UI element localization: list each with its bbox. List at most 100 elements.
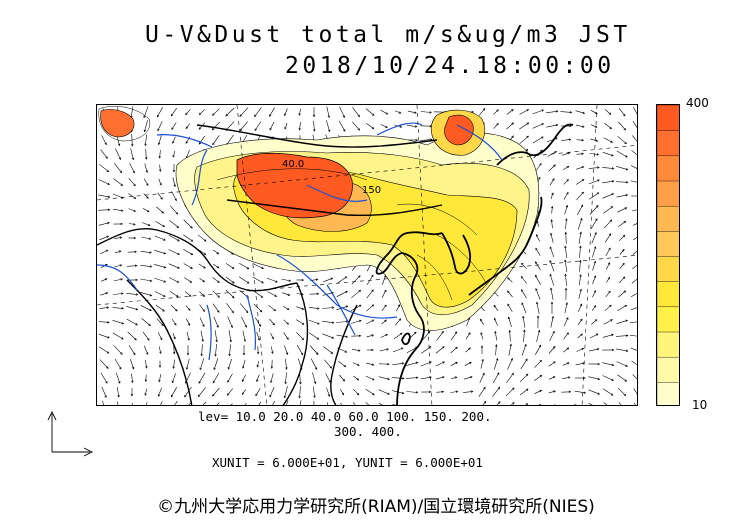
wind-vector-head [213, 367, 216, 371]
colorbar-swatch [657, 180, 679, 207]
chart-datetime: 2018/10/24.18:00:00 [285, 53, 615, 79]
wind-vector [576, 166, 584, 170]
wind-vector-head [329, 366, 333, 369]
wind-vector-head [163, 238, 166, 241]
copyright-credit: ©九州大学応用力学研究所(RIAM)/国立環境研究所(NIES) [157, 497, 595, 517]
wind-vector [239, 262, 249, 270]
wind-vector [536, 330, 540, 342]
wind-vector-head [341, 392, 345, 396]
wind-vector-head [185, 367, 189, 370]
wind-vector-head [244, 325, 247, 328]
wind-vector [226, 303, 234, 313]
wind-vector [112, 320, 124, 324]
wind-vector-head [158, 156, 161, 159]
contour-levels-line1: lev= 10.0 20.0 40.0 60.0 100. 150. 200. [198, 409, 492, 424]
wind-vector-head [163, 294, 166, 297]
wind-vector [241, 389, 247, 395]
wind-vector [351, 275, 361, 285]
wind-vector [99, 164, 109, 172]
wind-vector [633, 388, 637, 394]
colorbar [656, 104, 680, 406]
wind-vector-head [441, 330, 444, 334]
wind-vector-head [399, 332, 403, 336]
wind-vector [299, 400, 302, 405]
wind-vector [564, 302, 568, 314]
wind-vector [98, 194, 110, 198]
wind-vector-head [525, 358, 528, 362]
wind-vector [188, 401, 193, 405]
wind-vector-head [298, 113, 301, 116]
wind-vector-head [202, 309, 205, 312]
wind-vector [172, 373, 176, 383]
wind-vector-head [512, 402, 515, 405]
wind-vector-head [145, 170, 148, 174]
wind-vector-head [535, 301, 539, 305]
wind-vector [563, 317, 569, 327]
wind-vector-head [227, 380, 230, 383]
wind-vector-head [230, 325, 233, 329]
wind-vector-head [611, 378, 614, 381]
wind-vector-head [121, 322, 125, 325]
wind-vector [229, 344, 231, 356]
taiwan [401, 332, 411, 346]
wind-vector [605, 247, 611, 257]
wind-vector-head [160, 197, 163, 200]
wind-vector [112, 332, 124, 340]
wind-vector [299, 108, 301, 116]
wind-vector [157, 192, 163, 200]
wind-vector [239, 303, 249, 313]
colorbar-swatch [657, 155, 679, 182]
wind-vector [154, 277, 166, 283]
wind-vector-head [239, 128, 243, 132]
wind-vector [227, 388, 233, 396]
wind-vector [212, 303, 220, 313]
wind-vector [100, 149, 108, 159]
wind-vector-head [414, 125, 418, 128]
wind-vector-head [119, 170, 123, 174]
wind-vector-head [327, 129, 331, 133]
wind-vector-head [105, 249, 109, 252]
wind-vector-head [636, 222, 637, 223]
wind-vector [604, 219, 612, 229]
wind-vector [564, 260, 568, 272]
wind-vector-head [217, 280, 220, 283]
wind-vector-head [610, 319, 613, 322]
contour-levels-line2: 300. 400. [334, 424, 402, 439]
wind-vector [592, 275, 596, 285]
wind-vector-head [258, 324, 262, 327]
wind-vector [169, 220, 179, 228]
wind-vector [549, 260, 555, 272]
wind-vector [269, 107, 275, 117]
wind-vector-head [343, 129, 346, 132]
wind-vector [589, 153, 599, 155]
wind-vector-head [470, 390, 474, 393]
wind-vector [113, 178, 123, 186]
wind-vector-head [622, 249, 625, 252]
wind-vector-head [623, 128, 627, 131]
wind-vector-head [261, 281, 264, 284]
wind-vector [618, 221, 626, 227]
wind-vector [156, 206, 164, 214]
wind-vector-head [597, 377, 601, 381]
wind-vector-head [372, 392, 375, 396]
wind-vector [392, 377, 404, 379]
wind-vector-head [104, 278, 108, 281]
wind-vector-head [415, 361, 419, 365]
wind-vector-head [147, 338, 150, 341]
wind-vector [216, 402, 220, 405]
wind-vector-head [610, 140, 613, 143]
wind-vector [154, 291, 166, 297]
wind-vector [113, 208, 123, 212]
wind-vector [406, 404, 409, 405]
wind-vector-head [269, 394, 272, 398]
wind-vector-head [327, 394, 331, 397]
wind-vector-head [254, 128, 257, 132]
wind-vector-head [212, 394, 215, 397]
wind-vector-head [271, 336, 274, 340]
wind-vector [591, 232, 597, 244]
wind-vector [242, 330, 246, 342]
wind-vector-head [132, 170, 135, 174]
wind-vector-head [580, 333, 583, 337]
wind-vector-head [622, 262, 625, 266]
wind-vector [253, 290, 263, 298]
